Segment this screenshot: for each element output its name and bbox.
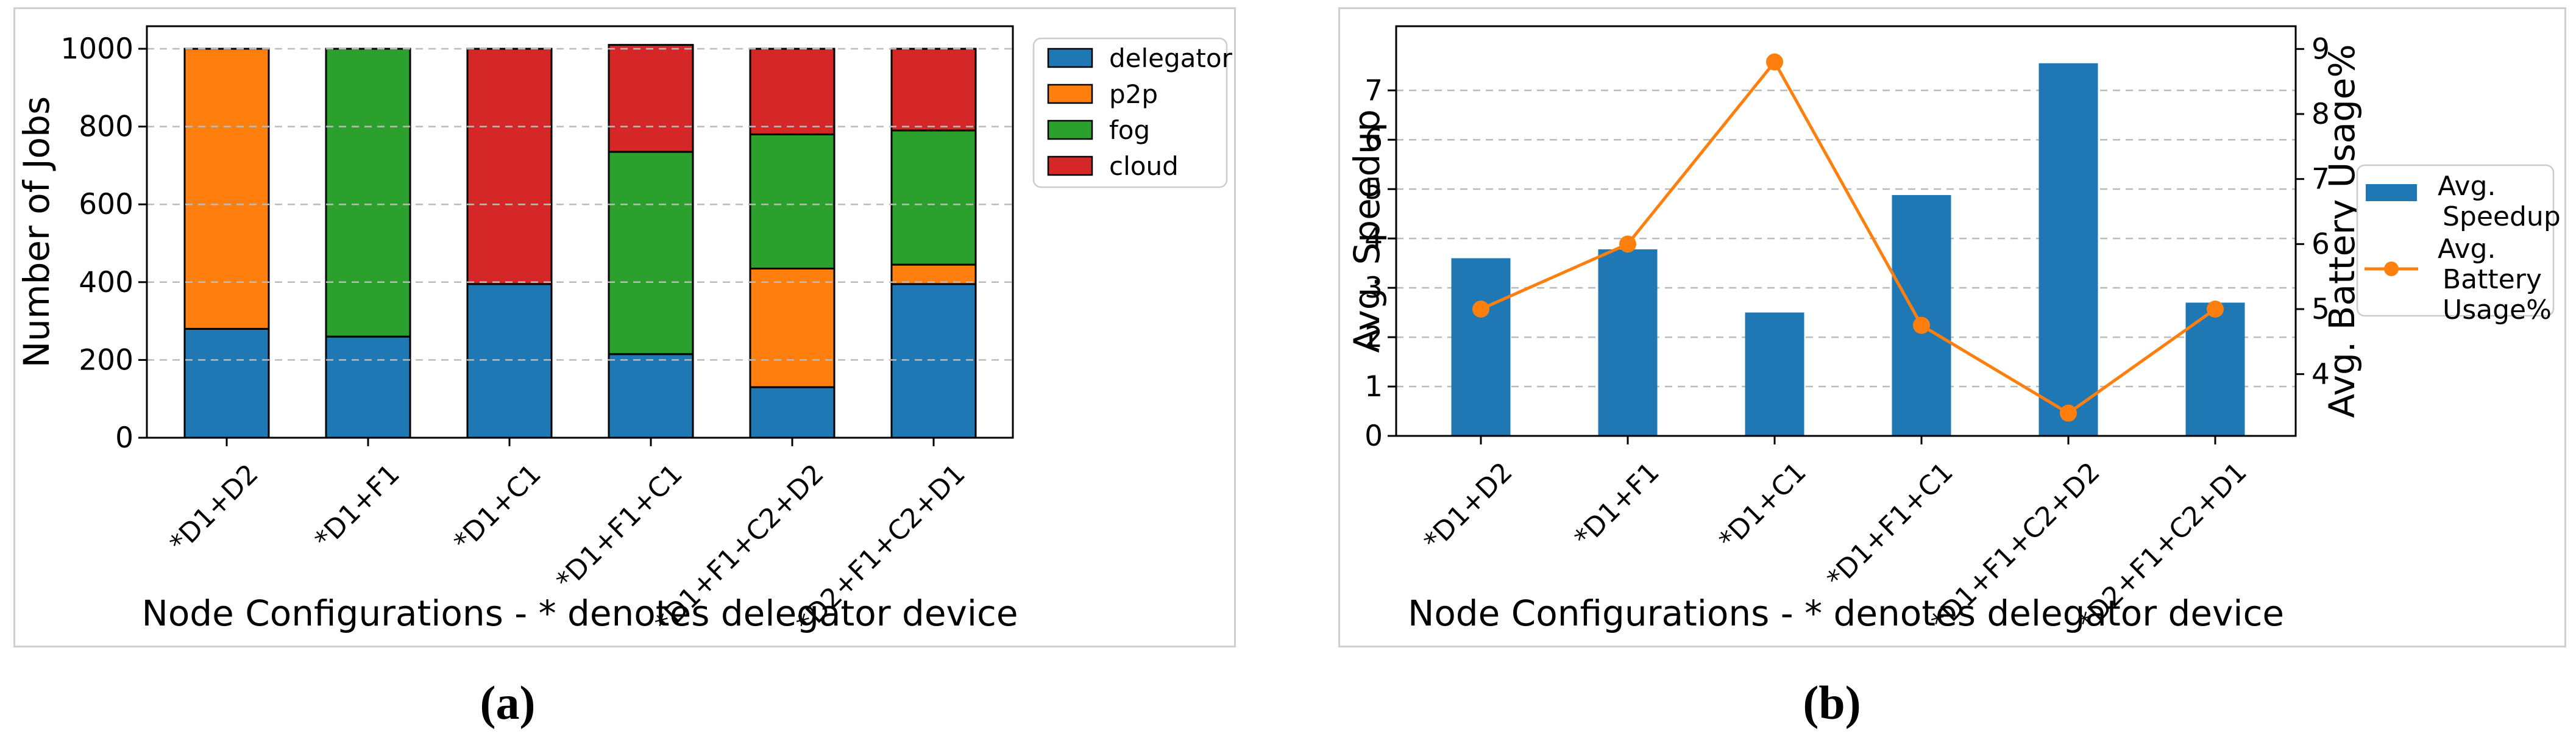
speedup-bars	[1451, 63, 2245, 436]
x-axis-label: Node Configurations - * denotes delegato…	[1408, 593, 2284, 634]
legend-swatch-delegator	[1047, 48, 1093, 68]
y-axis-left: 0 200 400 600 800 1000	[60, 32, 147, 455]
y-axis-label: Number of Jobs	[16, 96, 57, 368]
battery-marker	[1472, 301, 1489, 318]
x-tick-label: *D1+C1	[1713, 457, 1812, 556]
y-tick-label: 6	[1364, 123, 1383, 157]
legend-label-battery: Avg.	[2438, 233, 2496, 265]
y-axis-right: 4 5 6 7 8 9	[2296, 32, 2330, 391]
x-tick-label: *D1+D2	[164, 458, 264, 559]
x-tick-label: *D1+F1	[1569, 457, 1666, 554]
bar-segment-fog	[325, 48, 411, 338]
bar-segment-delegator	[325, 335, 411, 439]
stacked-bars	[183, 44, 977, 439]
legend-label-speedup: Speedup	[2443, 201, 2561, 232]
battery-marker	[1913, 316, 1930, 334]
bar-segment-delegator	[183, 327, 270, 439]
bar-segment-delegator	[890, 283, 977, 439]
y-tick-label: 1	[1364, 370, 1383, 404]
y-tick-label: 2	[1364, 321, 1383, 354]
bar-segment-delegator	[466, 283, 553, 439]
y-axis-label-right: Avg. Battery Usage%	[2321, 44, 2363, 418]
y-tick-label: 600	[79, 188, 133, 221]
y-tick-label-right: 6	[2312, 227, 2330, 261]
x-tick-label: *D1+F1	[309, 458, 406, 555]
bar-segment-fog	[890, 129, 977, 266]
caption-b: (b)	[1803, 676, 1861, 729]
legend-label-speedup: Avg.	[2438, 171, 2496, 202]
legend-label-battery: Battery	[2443, 264, 2542, 295]
legend-swatch-fog	[1047, 119, 1093, 140]
speedup-bar	[1598, 249, 1658, 436]
legend-label-p2p: p2p	[1109, 79, 1158, 109]
legend-label-battery: Usage%	[2443, 294, 2552, 326]
y-tick-label: 3	[1364, 271, 1383, 305]
bar-segment-p2p	[183, 48, 270, 330]
x-tick-label: *D1+F1+C1	[550, 458, 689, 597]
bar-segment-p2p	[749, 267, 836, 388]
gridlines	[147, 48, 1013, 361]
y-tick-label: 0	[1364, 419, 1383, 453]
bar-segment-cloud	[749, 48, 836, 135]
speedup-bar	[1451, 258, 1511, 436]
battery-polyline	[1480, 59, 2216, 415]
legend-swatch-cloud	[1047, 155, 1093, 176]
y-tick-label-right: 7	[2312, 163, 2330, 196]
y-tick-label-right: 5	[2312, 293, 2330, 326]
battery-marker	[1619, 235, 1636, 253]
y-tick-label: 7	[1364, 74, 1383, 107]
y-tick-label: 0	[115, 421, 133, 455]
speedup-bar	[1892, 194, 1951, 436]
battery-marker	[1766, 53, 1783, 71]
y-tick-label: 4	[1364, 222, 1383, 255]
y-tick-label: 1000	[60, 32, 133, 66]
y-tick-label: 5	[1364, 173, 1383, 206]
y-axis-label: Avg. Speedup	[1346, 109, 1388, 353]
bar-segment-fog	[749, 133, 836, 269]
y-tick-label: 400	[79, 266, 133, 299]
x-tick-label: *D1+F1+C1	[1821, 457, 1959, 595]
legend-label-fog: fog	[1109, 115, 1150, 145]
speedup-bar	[2038, 63, 2098, 436]
legend-marker-battery	[2384, 262, 2399, 276]
bar-segment-fog	[608, 151, 694, 355]
battery-line	[1472, 53, 2224, 422]
y-tick-label-right: 8	[2312, 98, 2330, 131]
legend-box	[1032, 37, 1228, 188]
y-tick-label: 800	[79, 110, 133, 144]
panel-a: 0 200 400 600 800 1000 Number of Jobs *D1+D2 *D1…	[13, 7, 1236, 647]
legend-swatch-p2p	[1047, 84, 1093, 104]
legend-swatch-speedup	[2366, 184, 2417, 201]
legend: delegator p2p fog cloud	[1032, 37, 1233, 188]
y-tick-label-right: 9	[2312, 32, 2330, 66]
y-axis-left: 0 1 2 3 4 5 6 7	[1364, 74, 1396, 453]
legend-box	[2356, 164, 2555, 317]
x-tick-label: *D1+D2	[1418, 457, 1519, 557]
caption-a: (a)	[480, 676, 536, 729]
legend-label-delegator: delegator	[1109, 43, 1233, 73]
bar-segment-cloud	[890, 48, 977, 132]
bar-segment-delegator	[749, 386, 836, 439]
battery-marker	[2060, 404, 2077, 422]
y-tick-label-right: 4	[2312, 358, 2330, 391]
bar-segment-delegator	[608, 353, 694, 439]
y-tick-label: 200	[79, 343, 133, 377]
plot-border	[146, 25, 1014, 439]
x-axis-label: Node Configurations - * denotes delegato…	[141, 593, 1018, 634]
battery-marker	[2207, 301, 2224, 318]
x-tick-label: *D1+C1	[448, 458, 547, 558]
bar-segment-cloud	[466, 48, 553, 285]
legend-label-cloud: cloud	[1109, 151, 1179, 181]
plot-border	[1395, 25, 2297, 437]
bar-segment-cloud	[608, 44, 694, 153]
speedup-bar	[1745, 312, 1804, 436]
bar-segment-p2p	[890, 263, 977, 285]
gridlines	[1396, 90, 2296, 388]
panel-b: 0 1 2 3 4 5 6 7 Avg. Speedup 4 5 6 7 8 9 Avg. Battery U…	[1338, 7, 2566, 647]
